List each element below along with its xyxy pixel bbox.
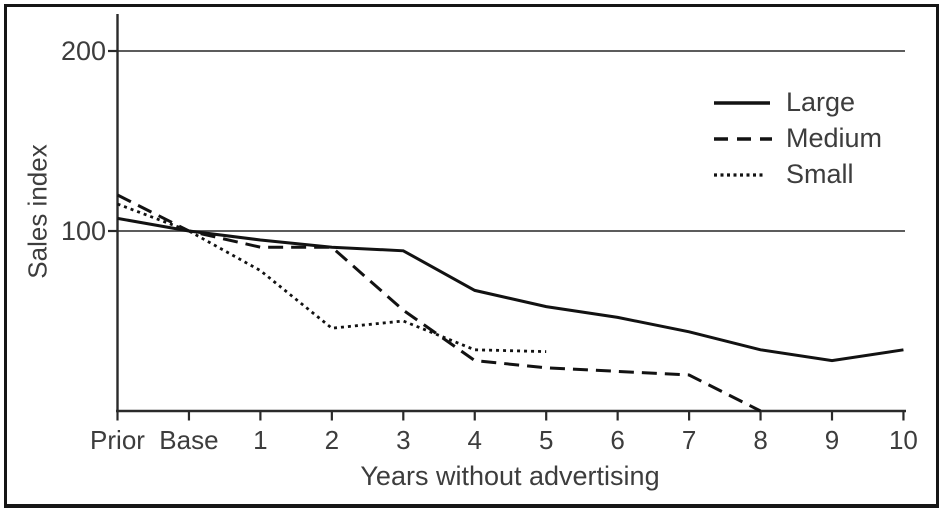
x-tick-label: Base — [159, 425, 219, 455]
y-tick-label: 100 — [60, 216, 106, 246]
outer-border — [4, 4, 939, 508]
legend-item-medium: Medium — [712, 123, 883, 153]
x-axis-title: Years without advertising — [360, 461, 660, 491]
medium-series-line — [116, 193, 762, 413]
x-tick-label: 6 — [610, 425, 625, 455]
medium-line-sample-icon — [714, 136, 772, 141]
large-line-sample-icon — [714, 100, 770, 105]
legend: Large Medium Small — [712, 87, 883, 189]
legend-label-large: Large — [786, 87, 856, 117]
x-tick-label: Prior — [90, 425, 145, 455]
x-tick-label: 3 — [396, 425, 411, 455]
x-tick-label: 5 — [538, 425, 554, 455]
legend-item-small: Small — [712, 159, 882, 189]
x-tick-label: 8 — [753, 425, 768, 455]
x-tick-label: 9 — [824, 425, 840, 455]
x-tick-label: 10 — [888, 425, 918, 455]
gridlines — [108, 49, 905, 233]
legend-item-large: Large — [712, 87, 882, 117]
y-axis-title: Sales index — [22, 144, 53, 279]
x-tick-label: 2 — [324, 425, 340, 455]
x-tick-label: 1 — [253, 425, 268, 455]
legend-label-medium: Medium — [786, 123, 883, 153]
large-series-line — [117, 216, 904, 363]
small-line-sample-icon — [714, 172, 766, 177]
y-tick-label: 200 — [60, 36, 106, 66]
x-tick-label: 4 — [467, 425, 482, 455]
legend-label-small: Small — [786, 159, 854, 189]
x-axis-ticks — [116, 411, 905, 421]
x-tick-label: 7 — [681, 425, 697, 455]
